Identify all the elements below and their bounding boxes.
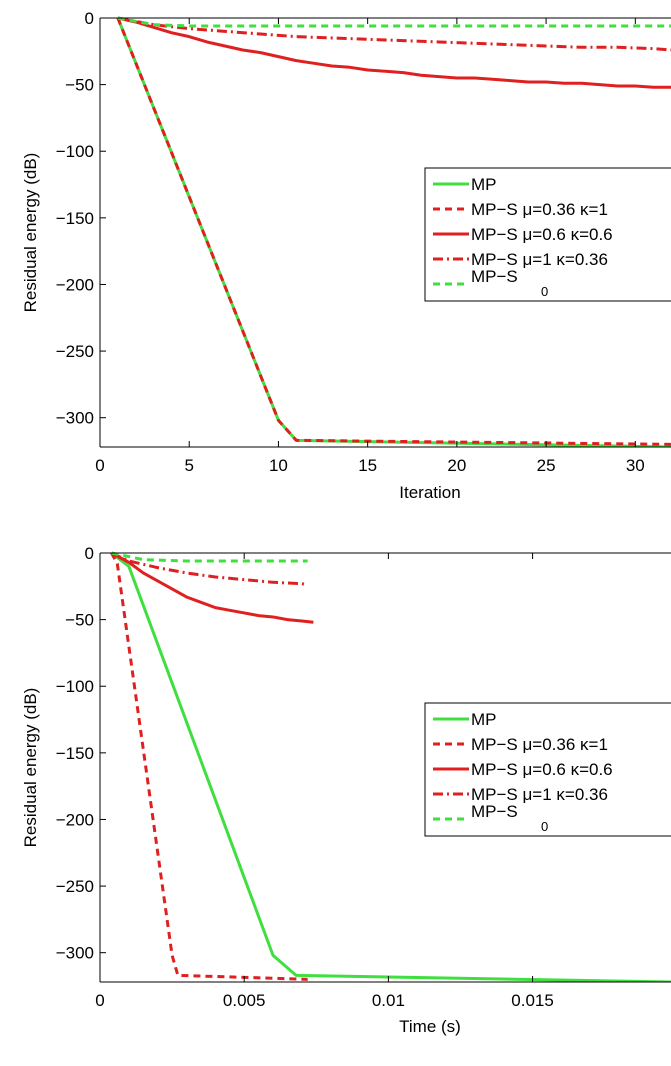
x-tick-label: 15 [358,456,377,475]
x-tick-label: 0.015 [511,991,554,1010]
x-axis-label: Iteration [399,483,460,502]
series-line-3 [117,16,671,89]
y-tick-label: −200 [56,810,94,829]
series-group [110,551,671,982]
legend-label-4: MP−S μ=1 κ=0.36 [471,785,608,804]
legend-label-1: MP [471,710,497,729]
series-line-4 [117,16,671,52]
series-group [116,16,671,447]
y-tick-label: −250 [56,877,94,896]
y-axis-label: Residual energy (dB) [21,153,40,313]
legend: MP MP−S μ=0.36 κ=1 MP−S μ=0.6 κ=0.6 MP−S μ=… [424,702,671,837]
x-tick-label: 0.005 [223,991,266,1010]
legend-subscript: 0 [541,819,548,834]
legend-label-3: MP−S μ=0.6 κ=0.6 [471,225,613,244]
series-line-3 [110,551,314,624]
chart-time: 0 0.005 0.01 0.015 0 −50 −100 −150 −200 −250 −300 T… [21,544,671,1036]
y-tick-label: −250 [56,342,94,361]
series-line-2 [116,17,671,446]
x-tick-label: 10 [269,456,288,475]
legend-subscript: 0 [541,284,548,299]
x-tick-label: 30 [626,456,645,475]
legend-label-5: MP−S [471,802,518,821]
y-axis-label: Residual energy (dB) [21,688,40,848]
x-tick-label: 20 [447,456,466,475]
x-axis-label: Time (s) [399,1017,461,1036]
x-tick-label: 5 [184,456,193,475]
series-line-4 [110,551,308,587]
legend-label-2: MP−S μ=0.36 κ=1 [471,735,608,754]
legend-label-4: MP−S μ=1 κ=0.36 [471,250,608,269]
y-tick-label: −100 [56,677,94,696]
x-tick-label: 25 [537,456,556,475]
y-tick-label: 0 [85,9,94,28]
y-tick-label: −50 [65,76,94,95]
y-tick-label: −300 [56,944,94,963]
y-tick-label: 0 [85,544,94,563]
series-line-5 [117,16,671,28]
series-line-2 [110,552,308,981]
x-tick-label: 0 [95,456,104,475]
series-line-1 [110,551,671,982]
legend: MP MP−S μ=0.36 κ=1 MP−S μ=0.6 κ=0.6 MP−S μ=… [424,167,671,302]
y-tick-label: −200 [56,275,94,294]
series-line-5 [111,551,308,563]
y-tick-label: −150 [56,744,94,763]
legend-label-1: MP [471,175,497,194]
x-tick-label: 0 [95,991,104,1010]
y-tick-label: −150 [56,209,94,228]
legend-label-3: MP−S μ=0.6 κ=0.6 [471,760,613,779]
legend-label-5: MP−S [471,267,518,286]
y-tick-label: −300 [56,409,94,428]
y-tick-label: −100 [56,142,94,161]
y-tick-label: −50 [65,611,94,630]
x-tick-label: 0.01 [372,991,405,1010]
chart-iteration: 0 5 10 15 20 25 30 0 −50 −100 −150 −200 −250 −300 Iter… [21,9,671,502]
legend-label-2: MP−S μ=0.36 κ=1 [471,200,608,219]
